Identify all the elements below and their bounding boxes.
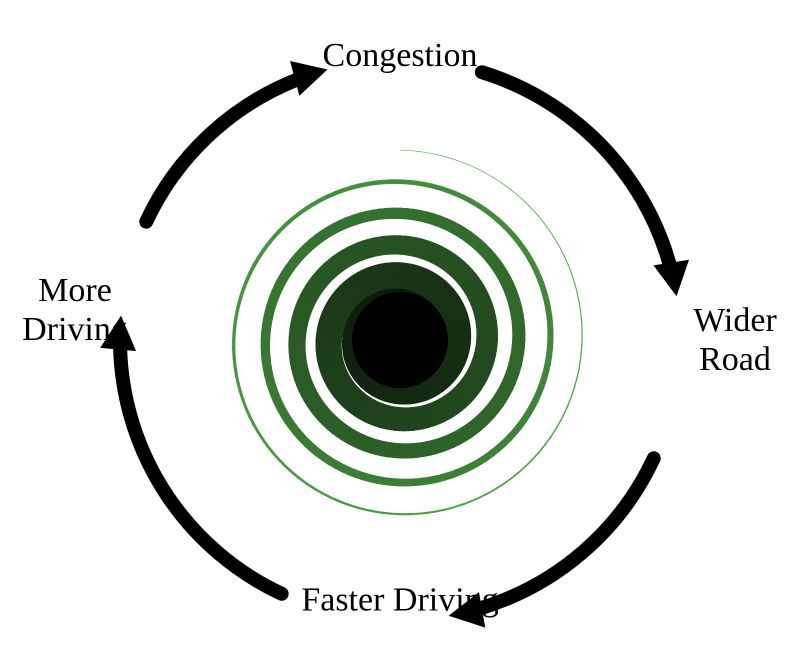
cycle-arrow-bottom-to-left bbox=[120, 350, 282, 594]
cycle-arrow-left-to-top bbox=[146, 80, 295, 221]
label-faster-driving: Faster Driving bbox=[301, 580, 498, 619]
cycle-arrowhead-top-to-right bbox=[653, 260, 689, 296]
label-wider-road: Wider Road bbox=[693, 301, 777, 379]
label-congestion: Congestion bbox=[323, 36, 478, 75]
label-more-driving: More Driving bbox=[22, 271, 128, 349]
spiral-vortex bbox=[234, 150, 582, 514]
diagram-stage: Congestion Wider Road Faster Driving Mor… bbox=[0, 0, 800, 657]
